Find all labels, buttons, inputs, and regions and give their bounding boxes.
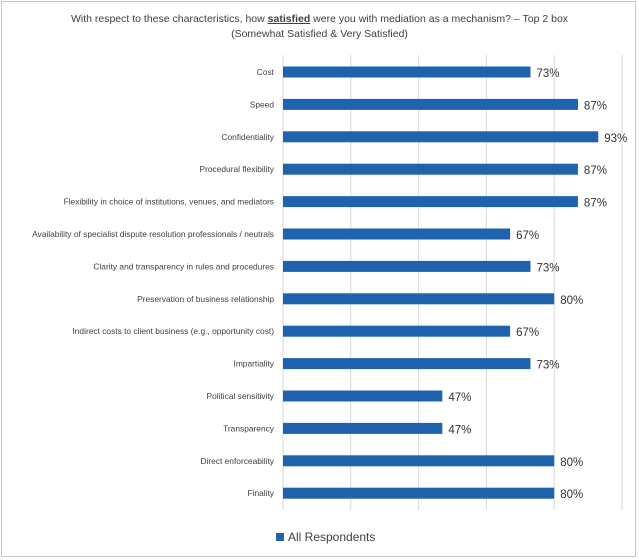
data-label: 87% bbox=[584, 165, 607, 177]
bar bbox=[283, 66, 531, 78]
category-label: Procedural flexibility bbox=[200, 164, 275, 174]
category-label: Political sensitivity bbox=[207, 391, 275, 401]
title-text-after: were you with mediation as a mechanism? … bbox=[310, 13, 569, 25]
bar bbox=[283, 325, 511, 337]
category-label: Impartiality bbox=[234, 359, 275, 369]
data-label: 93% bbox=[604, 133, 627, 145]
bar bbox=[283, 422, 443, 434]
title-emphasis: satisfied bbox=[267, 13, 311, 25]
data-label: 87% bbox=[584, 198, 607, 210]
bar bbox=[283, 260, 531, 272]
data-label: 73% bbox=[536, 68, 559, 80]
bar bbox=[283, 358, 531, 370]
category-label: Cost bbox=[257, 67, 275, 77]
category-label: Clarity and transparency in rules and pr… bbox=[93, 261, 274, 271]
data-label: 87% bbox=[584, 100, 607, 112]
bar bbox=[283, 487, 555, 499]
legend: All Respondents bbox=[276, 530, 375, 544]
title-text-before: With respect to these characteristics, h… bbox=[70, 13, 268, 25]
category-label: Finality bbox=[247, 488, 274, 498]
bar bbox=[283, 98, 578, 110]
category-label: Indirect costs to client business (e.g.,… bbox=[72, 326, 274, 336]
category-label: Flexibility in choice of institutions, v… bbox=[64, 197, 274, 207]
chart-subtitle: (Somewhat Satisfied & Very Satisfied) bbox=[231, 28, 408, 40]
category-label: Speed bbox=[250, 99, 275, 109]
category-label: Availability of specialist dispute resol… bbox=[32, 229, 274, 239]
data-label: 67% bbox=[516, 230, 539, 242]
category-label: Direct enforceability bbox=[200, 456, 274, 466]
category-label: Confidentiality bbox=[221, 132, 274, 142]
data-label: 67% bbox=[516, 327, 539, 339]
category-label: Preservation of business relationship bbox=[137, 294, 274, 304]
data-label: 47% bbox=[448, 424, 471, 436]
bar bbox=[283, 293, 555, 305]
legend-label: All Respondents bbox=[288, 530, 376, 544]
chart-title: With respect to these characteristics, h… bbox=[0, 12, 639, 42]
data-label: 47% bbox=[448, 392, 471, 404]
bar bbox=[283, 390, 443, 402]
data-label: 80% bbox=[560, 295, 583, 307]
chart-title-line: With respect to these characteristics, h… bbox=[0, 12, 639, 27]
data-label: 73% bbox=[536, 360, 559, 372]
legend-swatch bbox=[276, 533, 284, 541]
data-label: 80% bbox=[560, 489, 583, 501]
category-label: Transparency bbox=[223, 423, 275, 433]
bar bbox=[283, 163, 578, 175]
data-label: 73% bbox=[536, 262, 559, 274]
data-label: 80% bbox=[560, 457, 583, 469]
bar bbox=[283, 131, 599, 143]
bar bbox=[283, 228, 511, 240]
bar bbox=[283, 196, 578, 208]
bar bbox=[283, 455, 555, 467]
